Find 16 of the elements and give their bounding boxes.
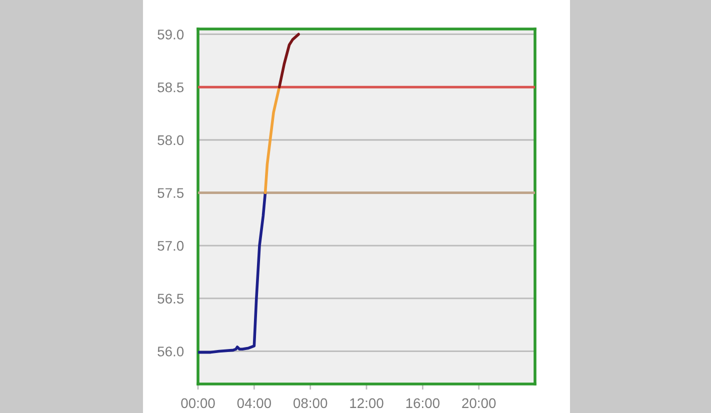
line-series: [278, 32, 300, 88]
x-tick-label: 12:00: [350, 398, 384, 408]
y-tick-label: 58.5: [158, 82, 184, 92]
x-tick-label: 00:00: [181, 398, 215, 408]
y-tick-label: 59.0: [158, 30, 184, 40]
y-tick-label: 58.0: [158, 135, 184, 146]
x-tick-label: 20:00: [462, 398, 496, 408]
y-tick-label: 57.5: [158, 188, 184, 198]
x-tick-label: 04:00: [237, 398, 272, 408]
y-tick-label: 56.0: [158, 346, 184, 356]
line-series: [198, 191, 267, 354]
x-tick-label: 16:00: [406, 398, 440, 408]
y-tick-label: 56.5: [158, 294, 184, 304]
line-series: [264, 86, 281, 194]
y-tick-label: 57.0: [158, 240, 184, 251]
x-tick-label: 08:00: [294, 398, 328, 408]
